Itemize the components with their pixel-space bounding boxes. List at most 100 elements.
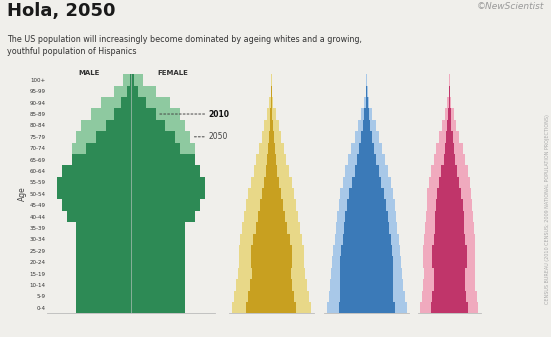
Bar [131,200,200,211]
Bar [425,211,473,222]
Bar [252,268,291,279]
Bar [345,165,388,177]
Bar [331,268,402,279]
Bar [269,131,274,143]
Bar [256,222,287,234]
Bar [131,279,185,290]
Bar [347,200,386,211]
Text: FEMALE: FEMALE [158,70,188,76]
Bar [431,165,468,177]
Bar [264,177,279,188]
Bar [131,86,155,97]
Bar [251,245,291,256]
Bar [77,222,131,234]
Bar [258,211,284,222]
Bar [77,188,131,200]
Bar [447,120,451,131]
Bar [246,200,296,211]
Bar [269,97,273,108]
Bar [131,211,180,222]
Bar [267,154,276,165]
Bar [130,74,131,86]
Bar [246,302,296,313]
Bar [425,222,474,234]
Bar [441,165,457,177]
Bar [337,211,396,222]
Bar [57,188,131,200]
Bar [131,234,185,245]
Bar [131,188,205,200]
Bar [131,97,170,108]
Bar [256,154,287,165]
Bar [352,177,381,188]
Bar [445,143,454,154]
Bar [355,165,379,177]
Bar [423,279,476,290]
Bar [446,131,452,143]
Bar [359,143,374,154]
Bar [361,131,372,143]
Bar [62,165,131,177]
Bar [431,302,468,313]
Bar [72,154,131,165]
Bar [131,143,195,154]
Bar [340,290,393,302]
Bar [131,143,180,154]
Bar [358,120,376,131]
Bar [435,222,464,234]
Bar [131,188,185,200]
Bar [131,74,134,86]
Bar [87,290,131,302]
Bar [131,165,190,177]
Bar [82,120,131,131]
Bar [77,131,131,143]
Bar [131,120,165,131]
Bar [106,120,131,131]
Bar [259,143,284,154]
Bar [131,222,180,234]
Bar [271,86,272,97]
Bar [131,177,190,188]
Text: CENSUS BUREAU (2010 CENSUS; 2009 NATIONAL POPULATION PROJECTIONS): CENSUS BUREAU (2010 CENSUS; 2009 NATIONA… [545,114,550,304]
Bar [249,188,294,200]
Bar [333,245,400,256]
Bar [131,131,175,143]
Bar [91,108,131,120]
Bar [439,131,460,143]
Bar [131,302,175,313]
Bar [72,177,131,188]
Bar [341,245,392,256]
Bar [361,108,372,120]
Bar [77,245,131,256]
Bar [62,200,131,211]
Bar [82,234,131,245]
Bar [239,256,304,268]
Bar [251,256,291,268]
Bar [77,256,131,268]
Bar [434,268,465,279]
Bar [77,279,131,290]
Bar [131,165,200,177]
Bar [355,131,379,143]
Bar [260,200,283,211]
Bar [232,302,311,313]
Bar [366,97,368,108]
Bar [77,268,131,279]
Bar [364,108,369,120]
Bar [131,290,185,302]
Text: The US population will increasingly become dominated by ageing whites and a grow: The US population will increasingly beco… [7,35,361,56]
Bar [340,188,393,200]
Bar [436,200,462,211]
Bar [366,86,368,97]
Bar [447,97,451,108]
Bar [334,234,399,245]
Bar [240,234,302,245]
Bar [234,290,309,302]
Bar [77,302,131,313]
Bar [131,74,143,86]
Bar [363,120,370,131]
Bar [77,290,131,302]
Text: Hola, 2050: Hola, 2050 [7,2,115,20]
Bar [271,108,272,120]
Bar [434,279,465,290]
